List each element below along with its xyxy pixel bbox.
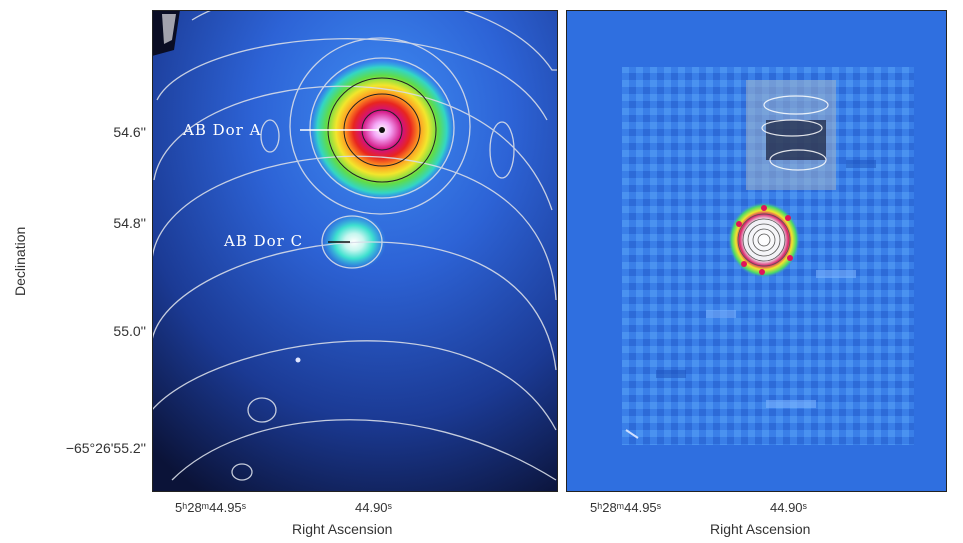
- y-tick-label: −65°26'55.2'': [65, 440, 146, 456]
- left-image-panel: [152, 10, 558, 492]
- label-ab-dor-a: AB Dor A: [183, 121, 262, 139]
- right-image-panel: [566, 10, 947, 492]
- x-tick-label-left: 44.90ˢ: [355, 500, 392, 515]
- y-axis-label: Declination: [12, 226, 28, 296]
- y-tick-label: 55.0'': [113, 323, 146, 339]
- right-image-svg: [622, 67, 914, 445]
- x-tick-label-left: 5ʰ28ᵐ44.95ˢ: [175, 500, 247, 515]
- y-tick-label: 54.6'': [113, 124, 146, 140]
- x-axis-label-left: Right Ascension: [292, 521, 393, 537]
- y-tick-label: 54.8'': [113, 215, 146, 231]
- x-axis-label-right: Right Ascension: [710, 521, 811, 537]
- left-image-svg: [152, 10, 558, 492]
- x-tick-label-right: 5ʰ28ᵐ44.95ˢ: [590, 500, 662, 515]
- label-ab-dor-c: AB Dor C: [224, 232, 304, 250]
- x-tick-label-right: 44.90ˢ: [770, 500, 807, 515]
